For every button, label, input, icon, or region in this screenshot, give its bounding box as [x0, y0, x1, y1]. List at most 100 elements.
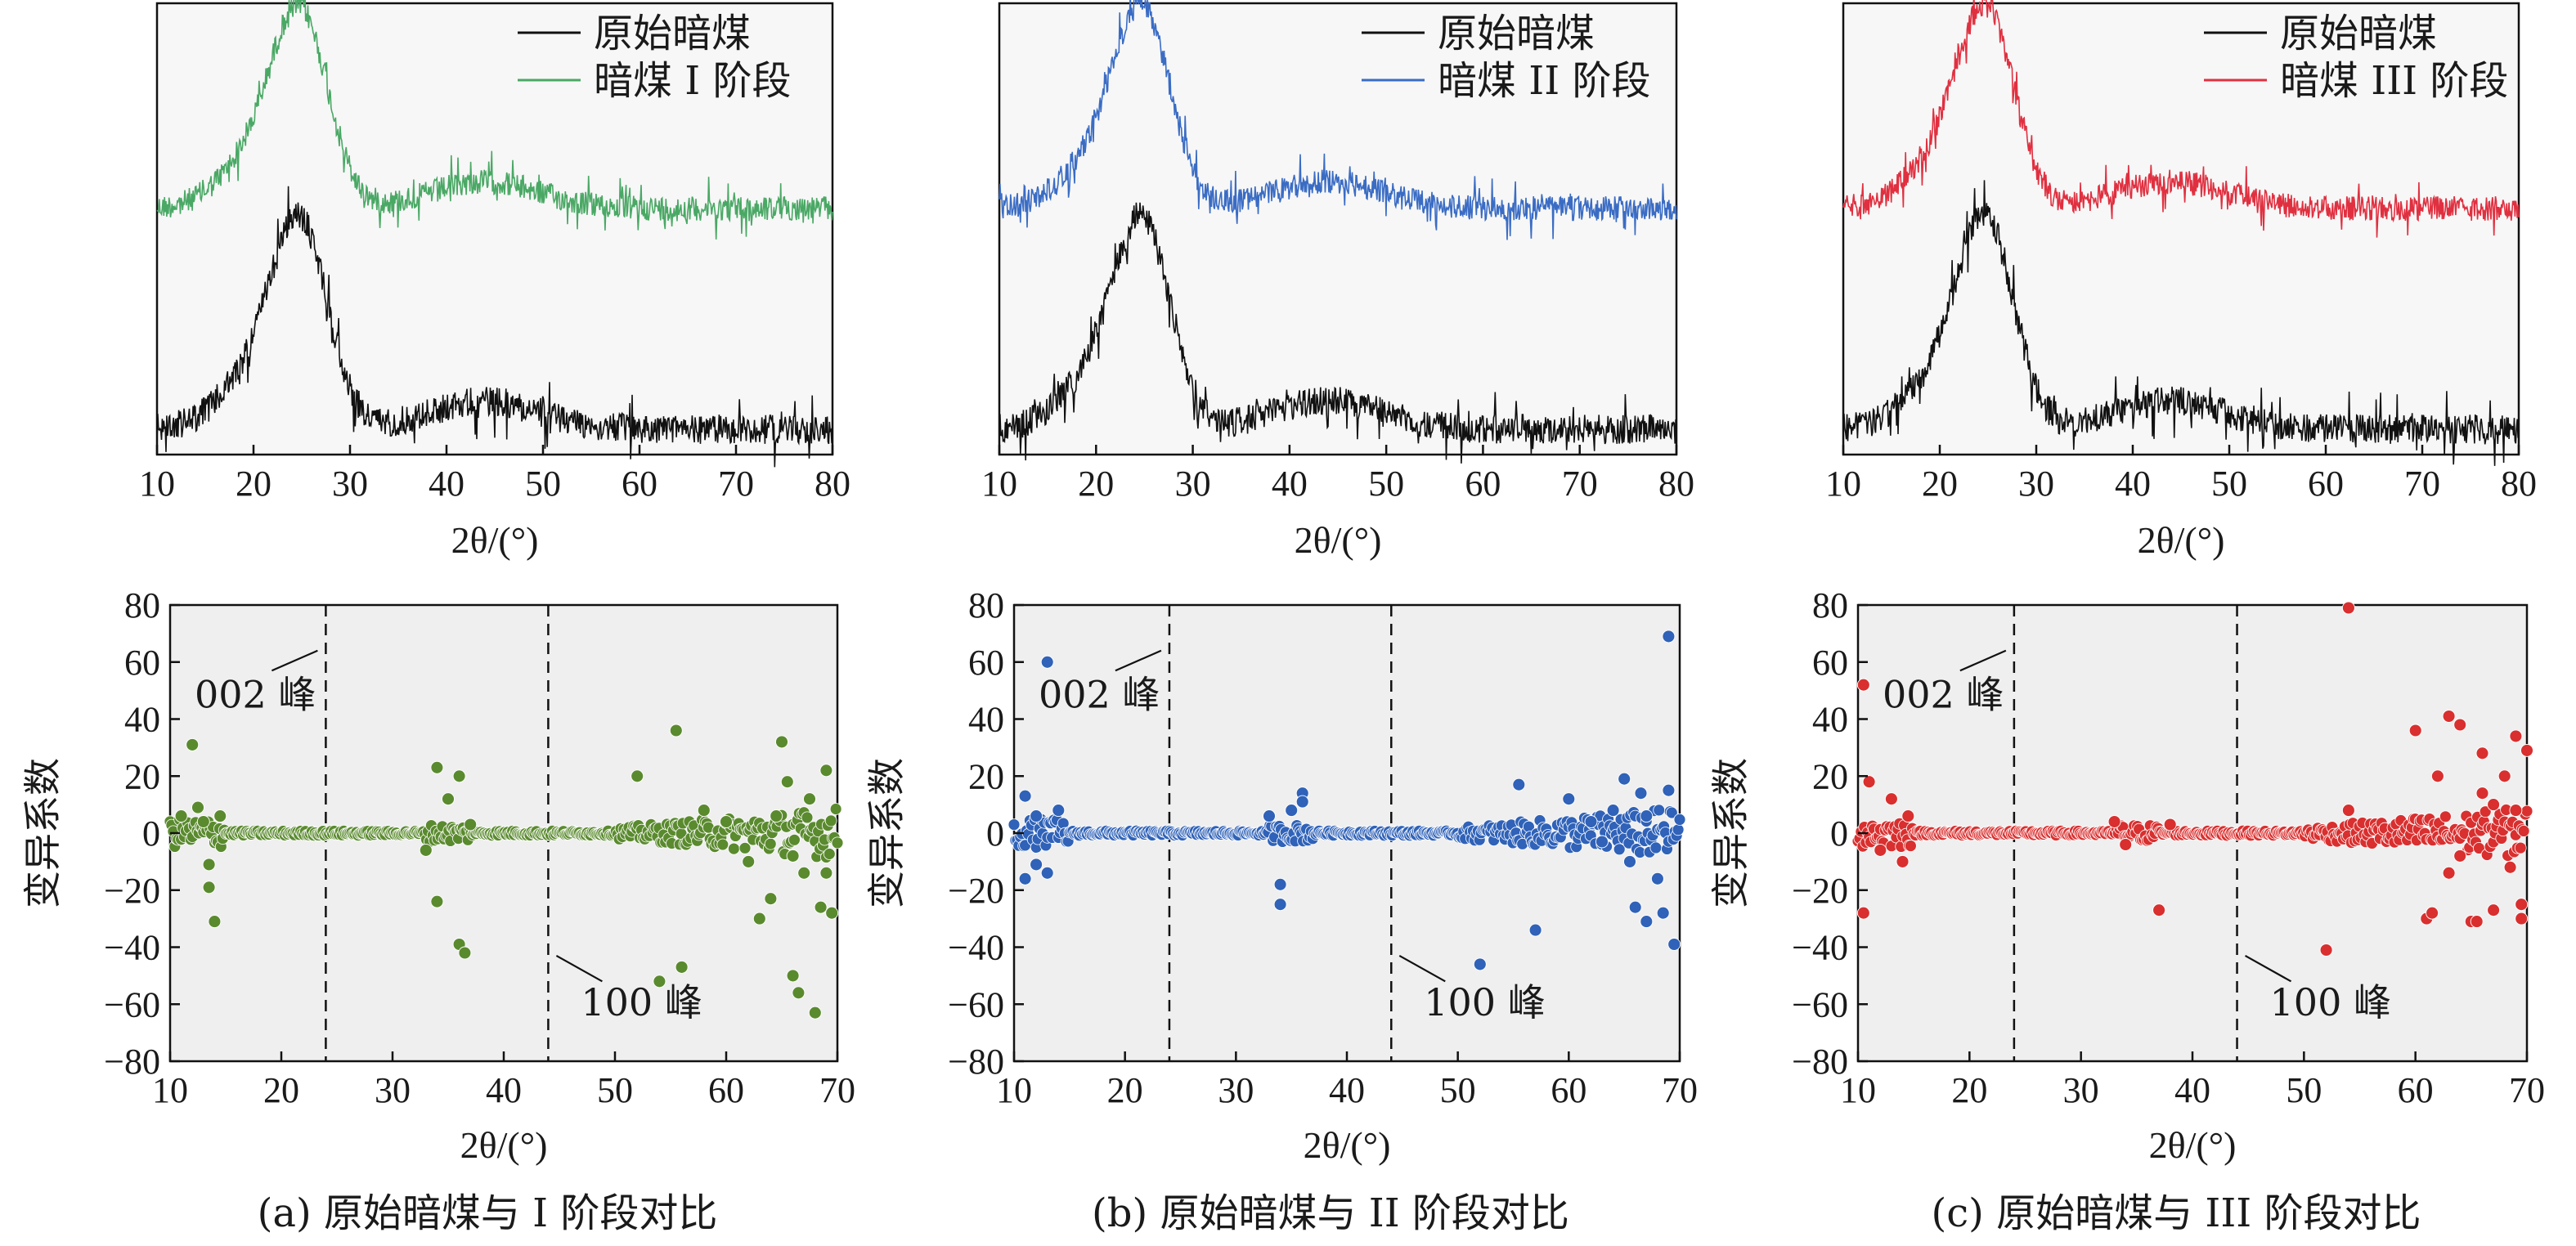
cv-points-band: [164, 803, 844, 863]
cv-point: [430, 894, 444, 908]
annotation-leader-100: [555, 955, 603, 983]
xrd-xtick-label: 70: [2404, 464, 2440, 504]
xrd-xtick-label: 60: [622, 464, 657, 504]
cv-point: [801, 811, 814, 824]
cv-point: [1295, 795, 1309, 809]
cv-ytick-label: −60: [948, 984, 1004, 1024]
cv-ytick-label: 60: [1812, 643, 1848, 683]
cv-xtick-label: 30: [375, 1070, 411, 1110]
cv-ytick-label: −20: [948, 871, 1004, 911]
cv-point: [186, 737, 200, 751]
cv-ytick-label: 20: [1812, 756, 1848, 796]
cv-point: [823, 848, 836, 860]
cv-point: [1562, 792, 1576, 806]
cv-point: [764, 837, 777, 850]
cv-point: [1662, 783, 1676, 797]
cv-y-axis-title: 变异系数: [20, 758, 65, 908]
cv-point: [2487, 798, 2501, 812]
cv-ytick-label: −80: [1792, 1042, 1848, 1082]
cv-xtick-label: 70: [819, 1070, 855, 1110]
cv-xtick-label: 40: [486, 1070, 522, 1110]
xrd-xtick-label: 30: [2018, 464, 2054, 504]
cv-point: [669, 724, 683, 737]
xrd-xtick-label: 40: [429, 464, 464, 504]
cv-point: [213, 809, 227, 823]
cv-point: [458, 946, 472, 960]
cv-xtick-label: 30: [2063, 1070, 2099, 1110]
cv-point: [2487, 903, 2501, 917]
xrd-xtick-label: 20: [1078, 464, 1114, 504]
xrd-xtick-label: 80: [2501, 464, 2537, 504]
cv-y-axis-title: 变异系数: [864, 758, 909, 908]
xrd-xtick-label: 60: [2308, 464, 2344, 504]
cv-point: [2515, 898, 2529, 912]
xrd-series-original: [156, 186, 833, 468]
cv-point: [2439, 810, 2452, 823]
xrd-xtick-label: 80: [1658, 464, 1694, 504]
cv-x-axis-title: 2θ/(°): [460, 1124, 548, 1166]
cv-ytick-label: −40: [104, 928, 160, 968]
cv-point: [716, 838, 729, 851]
xrd-xtick-label: 20: [1922, 464, 1958, 504]
cv-point: [208, 915, 222, 929]
cv-points-outliers: [174, 724, 839, 1020]
cv-point: [1030, 858, 1043, 872]
cv-ytick-label: 0: [986, 813, 1004, 854]
xrd-series-original: [999, 202, 1677, 464]
cv-point: [770, 809, 783, 823]
cv-xtick-label: 40: [2174, 1070, 2210, 1110]
cv-point: [764, 892, 778, 906]
cv-point: [1273, 898, 1287, 912]
cv-point: [697, 804, 711, 818]
cv-point: [824, 814, 837, 827]
xrd-xtick-label: 30: [332, 464, 368, 504]
cv-point: [1904, 840, 1917, 852]
cv-point: [1018, 789, 1032, 803]
cv-point: [174, 809, 188, 823]
cv-xtick-label: 50: [2286, 1070, 2322, 1110]
cv-point: [1667, 938, 1681, 951]
cv-point: [792, 986, 806, 1000]
cv-point: [738, 841, 752, 854]
cv-point: [2163, 818, 2177, 831]
cv-x-axis-title: 2θ/(°): [2149, 1124, 2237, 1166]
cv-point: [1653, 804, 1666, 817]
xrd-x-axis-title: 2θ/(°): [451, 519, 539, 561]
cv-point: [1030, 809, 1043, 823]
cv-point: [1862, 775, 1876, 789]
cv-ytick-label: −60: [1792, 984, 1848, 1024]
xrd-xtick-label: 10: [139, 464, 175, 504]
xrd-xtick-label: 70: [1562, 464, 1598, 504]
cv-xtick-label: 60: [708, 1070, 744, 1110]
xrd-xtick-label: 50: [2211, 464, 2247, 504]
cv-point: [1263, 809, 1276, 823]
cv-point: [2503, 860, 2517, 874]
xrd-x-axis-title: 2θ/(°): [1295, 519, 1382, 561]
cv-ytick-label: −20: [104, 871, 160, 911]
cv-point: [1052, 804, 1066, 818]
cv-point: [1896, 854, 1910, 868]
cv-xtick-label: 50: [1440, 1070, 1476, 1110]
cv-xtick-label: 10: [152, 1070, 188, 1110]
cv-point: [653, 975, 666, 988]
cv-xtick-label: 20: [263, 1070, 299, 1110]
cv-xtick-label: 30: [1218, 1070, 1254, 1110]
cv-point: [464, 818, 478, 831]
cv-ytick-label: 20: [968, 756, 1004, 796]
cv-point: [2453, 849, 2467, 863]
cv-point: [819, 764, 833, 778]
cv-xtick-label: 20: [1107, 1070, 1143, 1110]
cv-y-axis-title: 变异系数: [1708, 758, 1752, 908]
xrd-plot-area: [998, 2, 1678, 456]
cv-point: [1623, 854, 1636, 868]
cv-point: [2475, 787, 2489, 800]
legend-label: 暗煤 I 阶段: [594, 58, 791, 104]
cv-point: [728, 842, 740, 855]
xrd-series-stage: [999, 0, 1677, 240]
cv-ytick-label: −80: [948, 1042, 1004, 1082]
cv-point: [819, 866, 833, 880]
xrd-xtick-label: 50: [1368, 464, 1404, 504]
